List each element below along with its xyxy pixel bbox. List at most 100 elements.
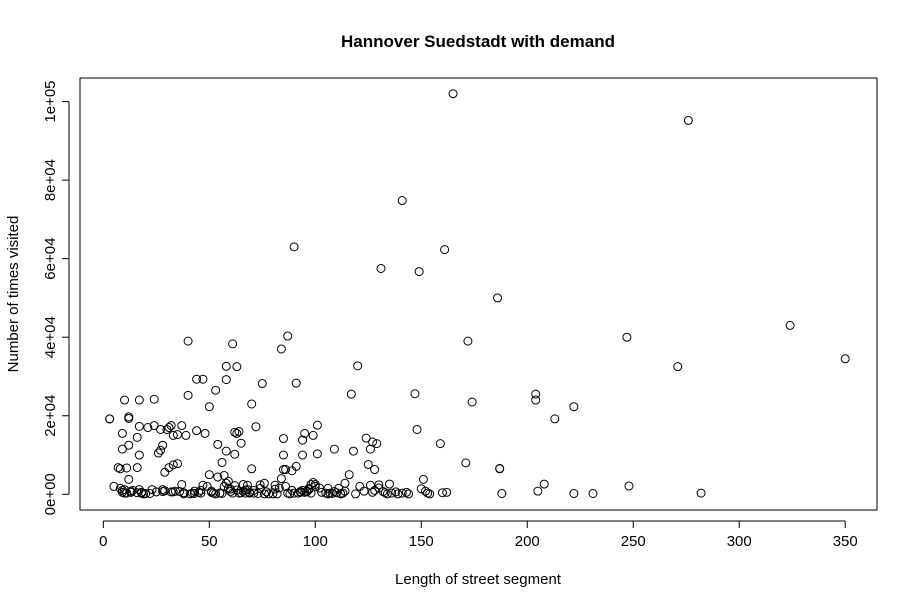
data-point bbox=[134, 395, 144, 405]
data-point bbox=[397, 196, 407, 206]
data-point bbox=[344, 470, 354, 480]
data-point bbox=[268, 489, 278, 499]
data-point bbox=[211, 489, 221, 499]
y-tick-label: 0e+00 bbox=[42, 473, 59, 515]
data-point bbox=[117, 444, 127, 454]
data-point bbox=[232, 362, 242, 372]
data-point bbox=[247, 464, 257, 474]
data-point bbox=[425, 489, 435, 499]
data-point bbox=[289, 242, 299, 252]
data-point bbox=[198, 480, 208, 490]
y-axis-label: Number of times visited bbox=[5, 216, 22, 373]
data-point bbox=[785, 320, 795, 330]
data-point bbox=[416, 484, 426, 494]
data-point bbox=[493, 293, 503, 303]
data-point bbox=[291, 378, 301, 388]
data-point bbox=[173, 430, 183, 440]
data-point bbox=[132, 432, 142, 442]
x-axis: 0 50 100 150 200 250 300 350 bbox=[99, 520, 858, 550]
data-point bbox=[232, 428, 242, 438]
data-point bbox=[170, 486, 180, 496]
data-point bbox=[495, 463, 505, 473]
x-tick-label: 300 bbox=[727, 533, 752, 550]
data-point bbox=[230, 449, 240, 459]
data-point bbox=[141, 489, 151, 499]
data-point bbox=[274, 483, 284, 493]
data-point bbox=[276, 344, 286, 354]
data-point bbox=[204, 402, 214, 412]
data-point bbox=[149, 421, 159, 431]
data-point bbox=[234, 426, 244, 436]
data-point bbox=[122, 488, 132, 498]
data-point bbox=[359, 486, 369, 496]
y-tick-label: 4e+04 bbox=[42, 316, 59, 358]
data-point bbox=[310, 481, 320, 491]
data-point bbox=[156, 445, 166, 455]
data-point bbox=[253, 489, 263, 499]
data-point bbox=[251, 422, 261, 432]
data-point bbox=[418, 474, 428, 484]
data-point bbox=[401, 487, 411, 497]
data-point bbox=[168, 430, 178, 440]
data-point bbox=[204, 470, 214, 480]
data-point bbox=[368, 437, 378, 447]
data-points bbox=[105, 89, 850, 499]
data-point bbox=[588, 489, 598, 499]
data-point bbox=[247, 399, 257, 409]
data-point bbox=[397, 488, 407, 498]
data-point bbox=[467, 397, 477, 407]
data-point bbox=[278, 465, 288, 475]
data-point bbox=[376, 263, 386, 273]
data-point bbox=[533, 486, 543, 496]
data-point bbox=[270, 484, 280, 494]
x-axis-label: Length of street segment bbox=[395, 571, 562, 588]
data-point bbox=[259, 478, 269, 488]
data-point bbox=[217, 457, 227, 467]
data-point bbox=[196, 485, 206, 495]
data-point bbox=[440, 245, 450, 255]
data-point bbox=[569, 489, 579, 499]
data-point bbox=[160, 486, 170, 496]
data-point bbox=[143, 423, 153, 433]
data-point bbox=[221, 361, 231, 371]
data-point bbox=[306, 479, 316, 489]
data-point bbox=[840, 354, 850, 364]
data-point bbox=[156, 424, 166, 434]
data-point bbox=[283, 331, 293, 341]
data-point bbox=[497, 489, 507, 499]
data-point bbox=[331, 488, 341, 498]
data-point bbox=[346, 389, 356, 399]
data-point bbox=[151, 487, 161, 497]
data-point bbox=[370, 465, 380, 475]
data-point bbox=[255, 480, 265, 490]
data-point bbox=[228, 339, 238, 349]
data-point bbox=[115, 464, 125, 474]
data-point bbox=[300, 428, 310, 438]
data-point bbox=[531, 389, 541, 399]
data-point bbox=[348, 446, 358, 456]
plot-frame bbox=[79, 77, 878, 511]
x-tick-label: 150 bbox=[409, 533, 434, 550]
data-point bbox=[149, 394, 159, 404]
data-point bbox=[461, 458, 471, 468]
data-point bbox=[132, 463, 142, 473]
data-point bbox=[173, 459, 183, 469]
data-point bbox=[312, 449, 322, 459]
data-point bbox=[192, 374, 202, 384]
data-point bbox=[236, 438, 246, 448]
data-point bbox=[463, 336, 473, 346]
data-point bbox=[221, 478, 231, 488]
data-point bbox=[109, 481, 119, 491]
data-point bbox=[153, 448, 163, 458]
data-point bbox=[124, 474, 134, 484]
data-point bbox=[122, 463, 132, 473]
data-point bbox=[281, 481, 291, 491]
data-point bbox=[168, 460, 178, 470]
data-point bbox=[374, 480, 384, 490]
data-point bbox=[124, 412, 134, 422]
data-point bbox=[272, 489, 282, 499]
y-tick-label: 2e+04 bbox=[42, 395, 59, 437]
data-point bbox=[158, 440, 168, 450]
data-point bbox=[177, 421, 187, 431]
x-tick-label: 200 bbox=[515, 533, 540, 550]
